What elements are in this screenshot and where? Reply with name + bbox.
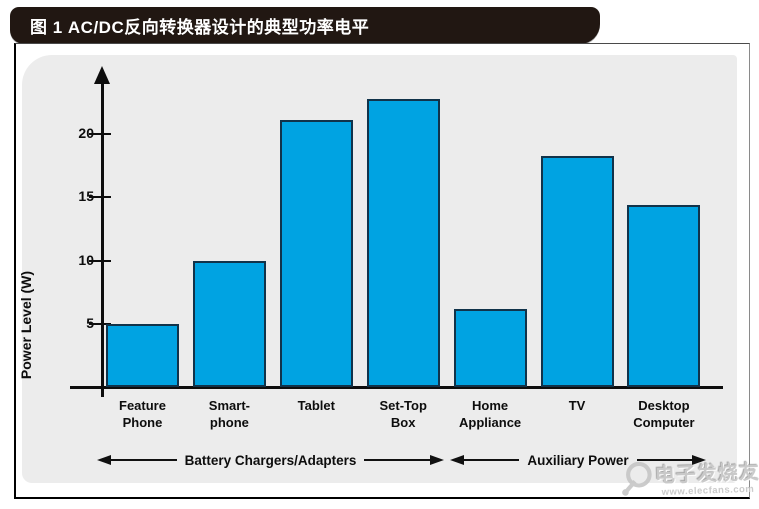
arrow-line — [464, 458, 520, 462]
arrow-right-icon — [692, 455, 707, 465]
arrow-line — [364, 458, 430, 462]
y-tick-5 — [89, 322, 111, 325]
figure-title: 图 1 AC/DC反向转换器设计的典型功率电平 — [30, 18, 370, 37]
group-auxiliary-power: Auxiliary Power — [450, 452, 707, 468]
bar-desktop-computer — [627, 204, 701, 387]
category-label-set-top-box: Set-Top Box — [379, 398, 427, 430]
y-axis-title: Power Level (W) — [18, 270, 34, 380]
y-tick-label-15: 15 — [78, 188, 94, 205]
y-tick-10 — [89, 259, 111, 262]
y-axis-arrowhead-icon — [94, 66, 110, 84]
bar-feature-phone — [106, 323, 179, 387]
bar-tablet — [279, 120, 353, 387]
bar-home-appliance — [453, 308, 527, 387]
category-label-smart-phone: Smart-phone — [208, 398, 250, 430]
arrow-left-icon — [450, 455, 464, 465]
group-label-auxiliary: Auxiliary Power — [527, 452, 629, 468]
x-axis — [70, 386, 723, 389]
group-battery-chargers-adapters: Battery Chargers/Adapters — [97, 452, 444, 468]
arrow-right-icon — [430, 455, 444, 465]
y-tick-label-5: 5 — [86, 314, 94, 331]
y-tick-15 — [89, 196, 111, 199]
category-label-tablet: Tablet — [297, 398, 335, 413]
y-tick-20 — [89, 133, 111, 135]
figure-title-bar: 图 1 AC/DC反向转换器设计的典型功率电平 — [10, 7, 600, 44]
arrow-left-icon — [97, 455, 111, 465]
category-label-tv: TV — [568, 398, 586, 413]
bar-set-top-box — [366, 98, 440, 387]
arrow-line — [111, 458, 177, 462]
y-axis — [101, 80, 104, 397]
category-label-desktop-computer: Desktop Computer — [633, 398, 695, 430]
group-label-battery: Battery Chargers/Adapters — [184, 452, 357, 468]
category-label-feature-phone: Feature Phone — [119, 398, 166, 430]
bar-smart-phone — [192, 260, 266, 387]
arrow-line — [636, 458, 693, 462]
category-label-home-appliance: Home Appliance — [459, 398, 522, 430]
y-tick-label-10: 10 — [78, 251, 94, 268]
y-tick-label-20: 20 — [78, 125, 94, 141]
bar-tv — [540, 155, 614, 387]
